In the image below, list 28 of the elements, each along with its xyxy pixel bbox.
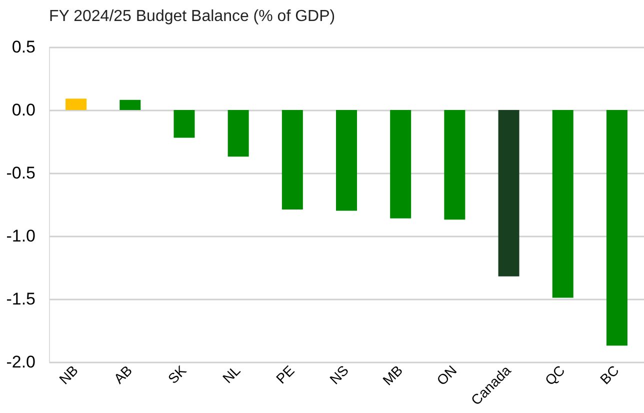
bar xyxy=(444,110,466,220)
x-tick-label: QC xyxy=(542,362,568,388)
x-tick-label: BC xyxy=(596,362,622,388)
y-tick-label: -1.5 xyxy=(6,290,36,308)
y-tick-label: 0.5 xyxy=(12,38,36,56)
x-tick-label: AB xyxy=(110,362,136,387)
y-tick-label: -1.0 xyxy=(6,226,36,246)
x-tick-label: PE xyxy=(272,362,298,387)
bar xyxy=(336,110,357,211)
chart-title: FY 2024/25 Budget Balance (% of GDP) xyxy=(49,8,336,25)
bar xyxy=(174,110,195,138)
y-tick-label: -2.0 xyxy=(6,352,36,372)
bar xyxy=(552,110,574,298)
y-tick-label: 0.0 xyxy=(12,100,36,120)
bar xyxy=(282,110,303,210)
x-tick-label: ON xyxy=(433,362,460,388)
bar xyxy=(606,110,628,346)
bar xyxy=(228,110,249,157)
x-tick-label: SK xyxy=(164,362,190,387)
x-tick-label: NL xyxy=(219,362,244,386)
x-tick-label: NB xyxy=(56,362,81,388)
bar xyxy=(120,100,141,110)
x-tick-label: NS xyxy=(326,362,352,388)
bar xyxy=(66,98,87,110)
bar xyxy=(390,110,412,218)
y-tick-label: -0.5 xyxy=(6,164,36,182)
bar xyxy=(498,110,520,276)
x-tick-label: MB xyxy=(379,362,406,388)
